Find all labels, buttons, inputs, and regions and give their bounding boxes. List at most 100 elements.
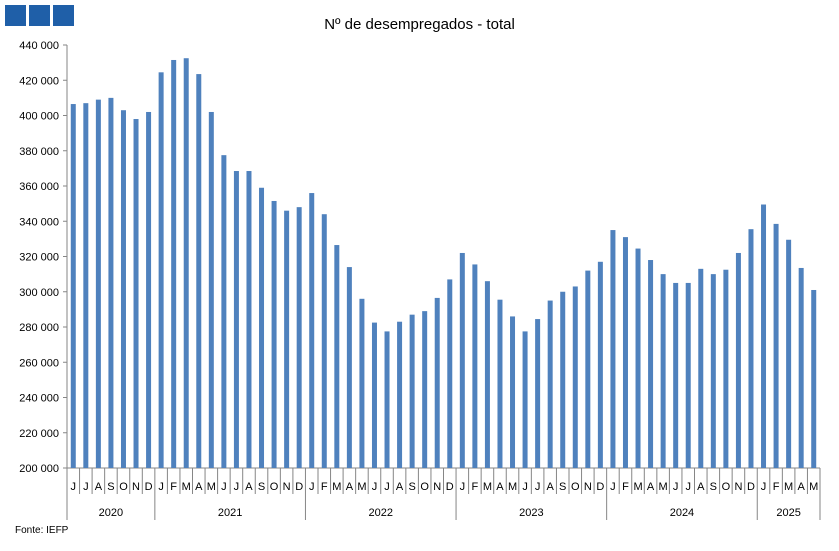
x-tick-label: J bbox=[673, 481, 679, 493]
bar bbox=[648, 260, 654, 468]
bar bbox=[472, 264, 478, 468]
x-tick-label: M bbox=[483, 481, 492, 493]
y-tick-label: 380 000 bbox=[19, 146, 59, 158]
x-tick-label: D bbox=[145, 481, 153, 493]
bar bbox=[359, 298, 365, 468]
bar bbox=[108, 97, 114, 468]
x-tick-label: S bbox=[107, 481, 114, 493]
x-tick-label: M bbox=[659, 481, 668, 493]
y-tick-label: 360 000 bbox=[19, 181, 59, 193]
x-tick-label: D bbox=[295, 481, 303, 493]
year-label: 2024 bbox=[670, 507, 694, 519]
x-tick-label: A bbox=[95, 481, 103, 493]
x-tick-label: J bbox=[384, 481, 390, 493]
bar bbox=[685, 282, 691, 468]
bar bbox=[698, 268, 704, 468]
x-tick-label: N bbox=[734, 481, 742, 493]
bar bbox=[673, 282, 679, 468]
year-label: 2022 bbox=[369, 507, 393, 519]
x-tick-label: A bbox=[697, 481, 705, 493]
x-tick-label: O bbox=[420, 481, 429, 493]
bar bbox=[271, 200, 277, 468]
bar bbox=[622, 237, 628, 468]
bar bbox=[183, 58, 189, 468]
x-tick-label: J bbox=[761, 481, 767, 493]
year-label: 2023 bbox=[519, 507, 543, 519]
bar bbox=[158, 72, 164, 468]
bar bbox=[447, 279, 453, 468]
bar bbox=[547, 300, 553, 468]
bar bbox=[70, 104, 76, 468]
bar bbox=[133, 119, 139, 469]
chart-title: Nº de desempregados - total bbox=[324, 16, 515, 33]
bar bbox=[233, 171, 239, 469]
bar bbox=[635, 248, 641, 468]
bar bbox=[397, 321, 403, 468]
x-tick-label: F bbox=[622, 481, 629, 493]
bar bbox=[535, 319, 541, 468]
x-tick-label: M bbox=[332, 481, 341, 493]
x-tick-label: M bbox=[207, 481, 216, 493]
bar bbox=[660, 274, 666, 468]
x-tick-label: S bbox=[710, 481, 717, 493]
bar bbox=[723, 269, 729, 468]
x-tick-label: A bbox=[496, 481, 504, 493]
x-tick-label: A bbox=[647, 481, 655, 493]
x-tick-label: F bbox=[321, 481, 328, 493]
bar bbox=[309, 193, 315, 469]
bar bbox=[572, 286, 578, 468]
bar bbox=[384, 331, 390, 468]
y-tick-label: 320 000 bbox=[19, 252, 59, 264]
y-tick-label: 280 000 bbox=[19, 322, 59, 334]
x-tick-label: N bbox=[584, 481, 592, 493]
x-tick-label: O bbox=[119, 481, 128, 493]
x-tick-label: J bbox=[522, 481, 528, 493]
bar bbox=[422, 311, 428, 468]
bar bbox=[459, 252, 465, 468]
y-tick-label: 260 000 bbox=[19, 357, 59, 369]
bar bbox=[786, 239, 792, 468]
x-tick-label: N bbox=[283, 481, 291, 493]
bar bbox=[748, 229, 754, 468]
x-tick-label: F bbox=[472, 481, 479, 493]
y-tick-label: 420 000 bbox=[19, 75, 59, 87]
x-tick-label: S bbox=[559, 481, 566, 493]
bar bbox=[497, 299, 503, 468]
bar bbox=[522, 331, 528, 468]
y-tick-label: 220 000 bbox=[19, 428, 59, 440]
year-label: 2020 bbox=[99, 507, 123, 519]
x-tick-label: M bbox=[809, 481, 818, 493]
logo-square bbox=[29, 5, 50, 26]
x-tick-label: J bbox=[685, 481, 691, 493]
x-tick-label: J bbox=[71, 481, 77, 493]
bar bbox=[259, 187, 265, 468]
bar bbox=[95, 99, 101, 468]
x-tick-label: N bbox=[433, 481, 441, 493]
year-label: 2021 bbox=[218, 507, 242, 519]
bar bbox=[510, 316, 516, 468]
bar bbox=[371, 322, 377, 468]
bar bbox=[196, 74, 202, 469]
x-tick-label: M bbox=[182, 481, 191, 493]
bar bbox=[735, 252, 741, 468]
bar bbox=[83, 103, 89, 468]
x-tick-label: A bbox=[798, 481, 806, 493]
x-tick-label: O bbox=[722, 481, 731, 493]
y-tick-label: 300 000 bbox=[19, 287, 59, 299]
bar bbox=[321, 214, 327, 468]
x-tick-label: J bbox=[158, 481, 164, 493]
bar bbox=[296, 207, 302, 468]
bar bbox=[798, 267, 804, 468]
x-tick-label: F bbox=[773, 481, 780, 493]
bar bbox=[761, 204, 767, 468]
x-tick-label: J bbox=[460, 481, 466, 493]
bar bbox=[484, 281, 490, 468]
bar bbox=[171, 59, 177, 468]
x-tick-label: J bbox=[221, 481, 227, 493]
bar bbox=[710, 274, 716, 468]
x-tick-label: J bbox=[372, 481, 378, 493]
y-tick-label: 200 000 bbox=[19, 463, 59, 475]
x-tick-label: A bbox=[245, 481, 253, 493]
x-tick-label: S bbox=[408, 481, 415, 493]
bar bbox=[773, 223, 779, 468]
